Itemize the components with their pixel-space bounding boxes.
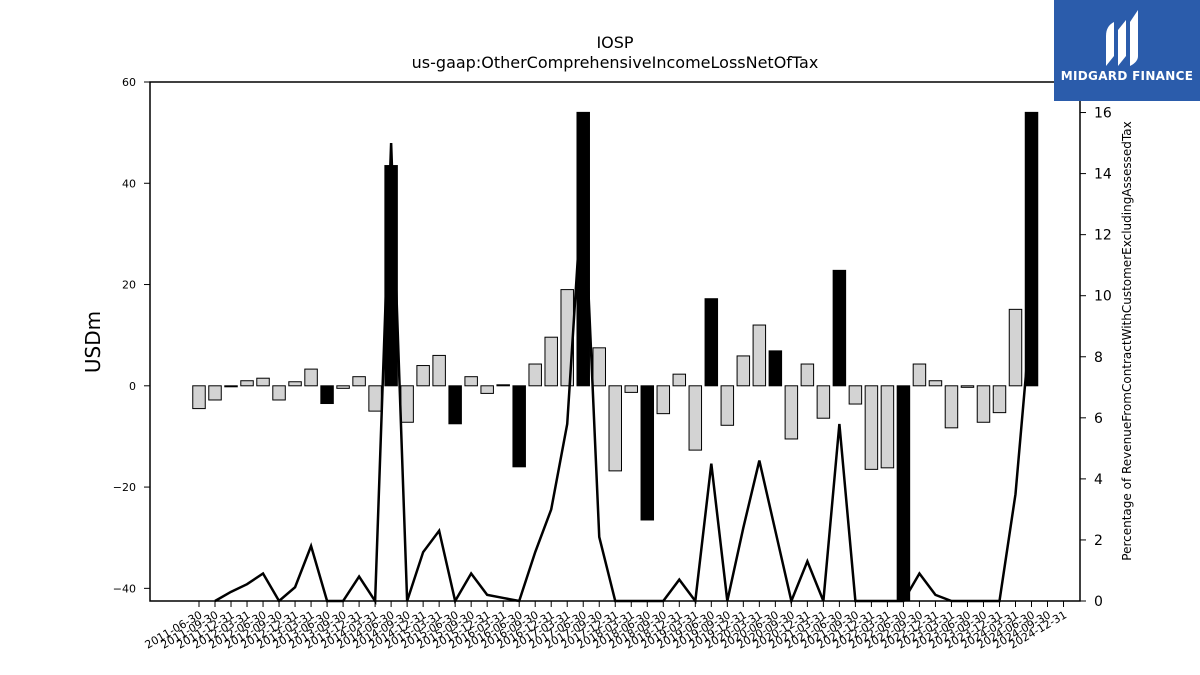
y2-tick-label: 2 [1094, 533, 1103, 549]
bar-2015-06-30 [448, 385, 462, 425]
y2-tick-label: 0 [1094, 594, 1103, 610]
bar-2019-09-30 [720, 385, 735, 426]
y-tick-label: 40 [122, 177, 136, 190]
y2-axis: 0 2 4 6 8 10 12 14 16 [1080, 106, 1112, 610]
bar-2022-06-30 [896, 385, 911, 602]
bar-2015-09-30 [464, 376, 478, 387]
bar-2023-06-30 [960, 385, 975, 388]
y2-tick-label: 4 [1094, 472, 1103, 488]
bar-2021-06-30 [832, 269, 847, 387]
bar-2024-03-31 [1008, 308, 1023, 387]
bar-2016-06-30 [512, 385, 526, 468]
chart-title: IOSP [596, 33, 633, 52]
bar-2017-09-30 [592, 347, 606, 387]
bar-2016-03-31 [496, 384, 510, 387]
y2-tick-label: 16 [1094, 106, 1112, 122]
bar-2014-12-31 [416, 365, 430, 387]
y2-tick-label: 12 [1094, 228, 1112, 244]
bar-2022-03-31 [880, 385, 895, 469]
bar-2019-12-31 [736, 355, 751, 387]
bar-2019-06-30 [704, 298, 719, 387]
bar-2011-09-30 [208, 385, 222, 401]
bar-2012-03-31 [240, 380, 254, 387]
bar-2018-03-31 [624, 385, 639, 393]
y-tick-label: −40 [113, 582, 136, 595]
bar-2021-09-30 [848, 385, 863, 405]
bar-2020-09-30 [784, 385, 799, 440]
y-tick-label: −20 [113, 481, 136, 494]
y2-axis-label: Percentage of RevenueFromContractWithCus… [1120, 121, 1134, 560]
bar-2018-12-31 [672, 373, 687, 387]
bar-2021-12-31 [864, 385, 879, 470]
bar-2014-03-31 [368, 385, 382, 412]
bar-2021-03-31 [816, 385, 831, 419]
bar-2012-09-30 [272, 385, 286, 401]
bar-2020-12-31 [800, 363, 815, 387]
y2-tick-label: 6 [1094, 411, 1103, 427]
bar-2023-12-31 [992, 385, 1007, 414]
bars-group [192, 111, 1039, 602]
bar-2013-12-31 [352, 376, 366, 387]
bar-2013-03-31 [304, 368, 318, 387]
bar-2020-03-31 [752, 324, 767, 387]
bar-2018-06-30 [640, 385, 655, 521]
bar-2013-09-30 [336, 385, 350, 389]
bar-2014-09-30 [400, 385, 414, 423]
bar-2016-09-30 [528, 363, 542, 387]
bar-2011-06-30 [192, 385, 206, 410]
y-tick-label: 20 [122, 279, 136, 292]
bar-2022-12-31 [928, 380, 943, 387]
bar-2023-03-31 [944, 385, 959, 429]
bar-2012-12-31 [288, 381, 302, 387]
bar-2013-06-30 [320, 385, 334, 405]
bar-2020-06-30 [768, 350, 783, 387]
logo-text: MIDGARD FINANCE [1060, 69, 1194, 83]
bar-2012-06-30 [256, 377, 270, 387]
bar-2016-12-31 [544, 336, 558, 387]
x-axis: 2011-06-302011-09-302011-12-312012-03-31… [143, 601, 1069, 652]
y2-tick-label: 14 [1094, 167, 1112, 183]
bar-2017-06-30 [576, 111, 590, 387]
bar-2023-09-30 [976, 385, 991, 423]
chart-subtitle: us-gaap:OtherComprehensiveIncomeLossNetO… [412, 53, 819, 72]
y-tick-label: 0 [129, 380, 136, 393]
y-axis-label: USDm [81, 311, 105, 373]
bar-2017-12-31 [608, 385, 623, 472]
plot-frame [149, 81, 1081, 602]
bar-2019-03-31 [688, 385, 703, 451]
bar-2011-12-31 [224, 385, 238, 388]
bar-2024-06-30 [1024, 111, 1039, 387]
bar-2018-09-30 [656, 385, 671, 415]
y-tick-label: 60 [122, 76, 136, 89]
bar-2022-09-30 [912, 363, 927, 387]
y2-tick-label: 8 [1094, 350, 1103, 366]
y2-tick-label: 10 [1094, 289, 1112, 305]
midgard-logo-icon [1106, 10, 1138, 66]
midgard-finance-logo: MIDGARD FINANCE [1054, 0, 1200, 101]
bar-2015-12-31 [480, 385, 494, 394]
y-axis: −40 −20 0 20 40 60 [113, 76, 150, 595]
bar-2015-03-31 [432, 354, 446, 387]
